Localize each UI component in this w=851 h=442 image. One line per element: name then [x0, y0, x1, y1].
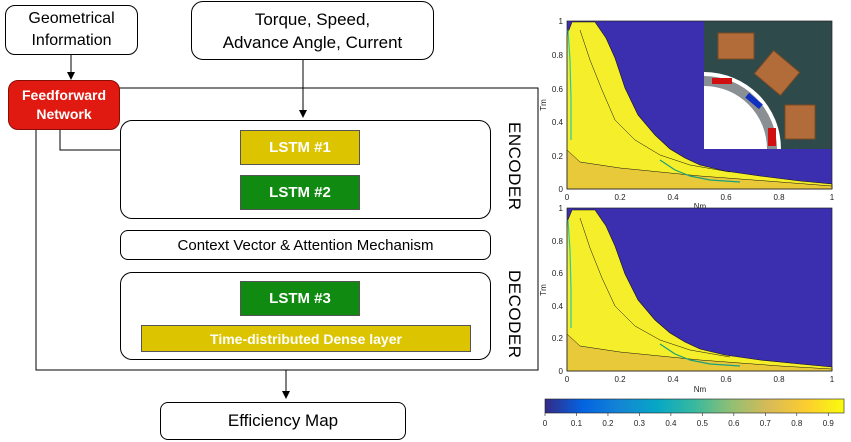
plot-bottom-area — [566, 207, 833, 372]
lstm-3-block: LSTM #3 — [240, 281, 360, 316]
plot-top-x-ticks: 0 0.2 0.4 0.6 0.8 1 — [565, 193, 835, 202]
svg-text:0.2: 0.2 — [552, 334, 564, 343]
svg-text:0: 0 — [565, 375, 570, 384]
colorbar-tick-label: 0.3 — [634, 419, 646, 428]
svg-text:0.6: 0.6 — [552, 269, 564, 278]
svg-text:0.8: 0.8 — [773, 375, 785, 384]
plot-top-contour-green — [659, 159, 741, 183]
colorbar-tick-label: 0.6 — [728, 419, 740, 428]
colorbar-tick-label: 0.7 — [760, 419, 772, 428]
colorbar-tick-label: 0.9 — [823, 419, 835, 428]
encoder-label: ENCODER — [505, 122, 524, 211]
motor-winding-1 — [717, 32, 755, 60]
lstm-2-block: LSTM #2 — [240, 175, 360, 210]
motor-magnet-blue — [745, 92, 763, 110]
plot-top-y-ticks: 0 0.2 0.4 0.6 0.8 1 — [552, 17, 564, 194]
plot-bottom-xlabel: Nm — [694, 385, 707, 394]
colorbar: 0 0.1 0.2 0.3 0.4 0.5 0.6 0.7 0.8 0.9 — [543, 398, 845, 428]
colorbar-ticks: 0 0.1 0.2 0.3 0.4 0.5 0.6 0.7 0.8 0.9 — [543, 413, 835, 428]
colorbar-tick-label: 0.8 — [791, 419, 803, 428]
plot-bottom-y-ticks: 0 0.2 0.4 0.6 0.8 1 — [552, 204, 564, 376]
svg-text:0.4: 0.4 — [552, 118, 564, 127]
model-outer-frame — [35, 87, 539, 371]
motor-winding-3 — [784, 104, 816, 140]
plot-bottom-efficiency-region — [566, 209, 833, 372]
svg-text:0.4: 0.4 — [667, 375, 679, 384]
svg-text:1: 1 — [830, 193, 835, 202]
motor-magnet-red-1 — [712, 78, 732, 84]
plot-bottom-x-ticks: 0 0.2 0.4 0.6 0.8 1 — [565, 375, 835, 384]
motor-inset-image — [704, 21, 832, 149]
feedforward-network-box: Feedforward Network — [8, 80, 120, 130]
svg-text:0.8: 0.8 — [773, 193, 785, 202]
colorbar-tick-label: 0.1 — [571, 419, 583, 428]
geometrical-information-label: Geometrical Information — [28, 10, 115, 49]
motor-magnet-red-2 — [768, 128, 776, 146]
geometrical-information-box: Geometrical Information — [5, 5, 138, 55]
efficiency-map-box: Efficiency Map — [160, 402, 406, 440]
plot-top-area — [566, 20, 833, 190]
colorbar-tick-label: 0.2 — [602, 419, 614, 428]
plot-top-ylabel: Tm — [540, 99, 548, 111]
context-vector-box: Context Vector & Attention Mechanism — [120, 230, 491, 260]
colorbar-tick-label: 0.5 — [697, 419, 709, 428]
plot-top-efficiency-region — [566, 21, 833, 190]
efficiency-map-plot-bottom: 0 0.2 0.4 0.6 0.8 1 0 0.2 0.4 0.6 0.8 1 … — [540, 204, 835, 394]
context-vector-label: Context Vector & Attention Mechanism — [177, 236, 434, 254]
motor-winding-2 — [753, 49, 801, 97]
plot-top-contour-left — [567, 29, 572, 140]
plot-bottom-contour-green — [659, 343, 741, 367]
colorbar-gradient — [544, 398, 845, 414]
inputs-label: Torque, Speed, Advance Angle, Current — [222, 9, 403, 52]
plot-top-xlabel: Nm — [694, 202, 707, 210]
efficiency-map-plot-top: 0 0.2 0.4 0.6 0.8 1 0 0.2 0.4 0.6 0.8 1 … — [540, 17, 835, 210]
svg-text:0.4: 0.4 — [667, 193, 679, 202]
svg-text:0.2: 0.2 — [614, 375, 626, 384]
feedforward-network-label: Feedforward Network — [21, 87, 106, 122]
efficiency-map-label: Efficiency Map — [227, 411, 339, 430]
lstm-1-block: LSTM #1 — [240, 130, 360, 165]
svg-text:0.6: 0.6 — [720, 375, 732, 384]
svg-text:0.2: 0.2 — [614, 193, 626, 202]
colorbar-tick-label: 0 — [543, 419, 548, 428]
colorbar-tick-label: 0.4 — [665, 419, 677, 428]
svg-text:0.2: 0.2 — [552, 152, 564, 161]
plot-bottom-contour-left — [567, 219, 572, 328]
inputs-box: Torque, Speed, Advance Angle, Current — [191, 1, 434, 60]
svg-text:0.8: 0.8 — [552, 237, 564, 246]
svg-text:0: 0 — [565, 193, 570, 202]
plot-top-contour-inner — [579, 29, 731, 173]
dense-layer-block: Time-distributed Dense layer — [141, 325, 471, 352]
svg-text:1: 1 — [559, 17, 564, 26]
svg-text:0.4: 0.4 — [552, 302, 564, 311]
svg-text:0: 0 — [559, 185, 564, 194]
svg-text:1: 1 — [830, 375, 835, 384]
plot-bottom-contour-inner — [579, 217, 731, 358]
svg-text:0.6: 0.6 — [552, 85, 564, 94]
svg-text:0: 0 — [559, 367, 564, 376]
svg-text:0.6: 0.6 — [720, 193, 732, 202]
plot-bottom-ylabel: Tm — [540, 284, 548, 296]
decoder-label: DECODER — [505, 270, 524, 359]
svg-text:0.8: 0.8 — [552, 51, 564, 60]
svg-text:1: 1 — [559, 204, 564, 213]
